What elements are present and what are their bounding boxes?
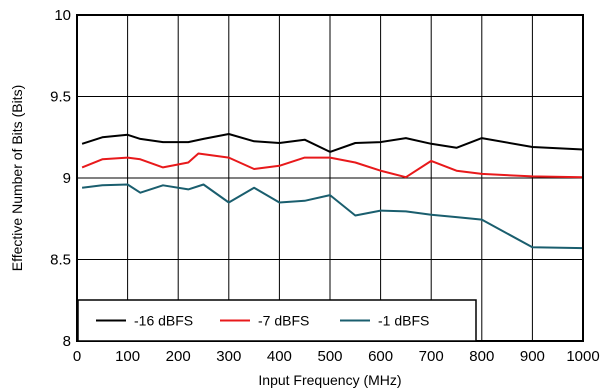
legend-label-0: -16 dBFS	[134, 313, 193, 329]
x-tick-label-300: 300	[216, 348, 241, 365]
legend-label-2: -1 dBFS	[378, 313, 429, 329]
y-tick-label-8-5: 8.5	[50, 252, 71, 269]
y-tick-label-9: 9	[63, 170, 71, 187]
y-tick-label-10: 10	[54, 7, 71, 24]
x-tick-label-800: 800	[469, 348, 494, 365]
x-tick-label-500: 500	[317, 348, 342, 365]
x-tick-label-700: 700	[419, 348, 444, 365]
y-axis-title: Effective Number of Bits (Bits)	[9, 85, 25, 271]
x-tick-label-1000: 1000	[566, 348, 599, 365]
y-tick-label-9-5: 9.5	[50, 89, 71, 106]
series-line-2	[81, 183, 584, 250]
x-axis-title: Input Frequency (MHz)	[258, 372, 401, 388]
x-tick-label-600: 600	[368, 348, 393, 365]
x-tick-label-100: 100	[115, 348, 140, 365]
legend-box	[77, 299, 477, 342]
legend: -16 dBFS -7 dBFS -1 dBFS	[77, 299, 477, 342]
y-tick-label-8: 8	[63, 333, 71, 350]
legend-label-1: -7 dBFS	[258, 313, 309, 329]
x-tick-label-200: 200	[166, 348, 191, 365]
x-tick-label-0: 0	[73, 348, 81, 365]
series-line-0	[81, 133, 584, 153]
x-tick-label-400: 400	[267, 348, 292, 365]
grid-lines	[77, 15, 583, 341]
series-line-1	[81, 152, 584, 179]
series-lines	[81, 133, 584, 250]
x-tick-label-900: 900	[520, 348, 545, 365]
tick-labels: 0 100 200 300 400 500 600 700 800 900 1000 8 8.5 9 9.5…	[50, 7, 600, 365]
